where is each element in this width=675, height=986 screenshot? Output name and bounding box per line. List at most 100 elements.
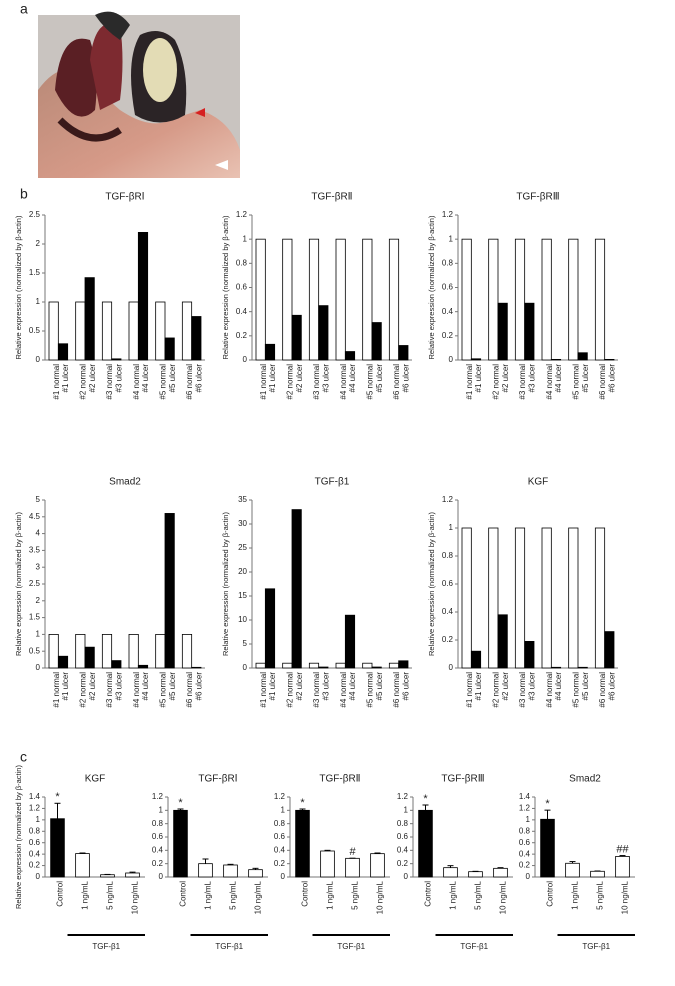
y-tick-label: 0: [449, 355, 454, 364]
x-tick-label: #1 normal: [465, 364, 474, 400]
x-tick-label: #6 ulcer: [607, 364, 616, 393]
y-tick-label: 0.2: [442, 331, 454, 340]
significance-marker: *: [178, 797, 183, 809]
bar: [223, 864, 238, 878]
significance-marker: #: [349, 846, 356, 858]
y-tick-label: 1: [526, 815, 531, 824]
x-tick-label: #3 ulcer: [321, 364, 330, 393]
y-tick-label: 0.6: [274, 832, 286, 841]
y-tick-label: 1: [449, 523, 454, 532]
x-tick-label: #3 normal: [312, 672, 321, 708]
x-tick-label: #1 ulcer: [474, 364, 483, 393]
x-tick-label: #5 normal: [571, 672, 580, 708]
x-tick-label: #3 normal: [105, 364, 114, 400]
x-tick-label: #5 ulcer: [375, 672, 384, 701]
bar: [550, 666, 562, 669]
panel-label: b: [20, 186, 28, 202]
bar: [75, 634, 86, 669]
group-label: TGF-β1: [460, 942, 488, 951]
bar: [568, 527, 579, 669]
x-tick-label: #1 ulcer: [268, 364, 277, 393]
bar: [282, 238, 293, 361]
x-tick-label: 5 ng/mL: [106, 880, 115, 909]
y-tick-label: 0.6: [519, 838, 531, 847]
y-tick-label: 0.6: [397, 832, 409, 841]
y-tick-label: 0: [449, 663, 454, 672]
x-tick-label: #4 normal: [132, 364, 141, 400]
x-tick-label: 1 ng/mL: [326, 880, 335, 909]
bar: [514, 527, 526, 669]
y-tick-label: 1.5: [29, 613, 41, 622]
x-tick-label: 10 ng/mL: [376, 880, 385, 914]
y-tick-label: 1: [449, 234, 454, 243]
x-tick-label: #5 ulcer: [375, 364, 384, 393]
y-tick-label: 2: [36, 596, 41, 605]
bar: [48, 634, 59, 669]
bar: [48, 301, 59, 361]
x-tick-label: #4 normal: [545, 364, 554, 400]
bar: [335, 238, 346, 361]
y-tick-label: 0.8: [274, 819, 286, 828]
y-tick-label: 0.6: [442, 283, 454, 292]
bar: [568, 238, 579, 361]
bar: [198, 863, 213, 878]
y-tick-label: 0.2: [442, 635, 454, 644]
bar: [577, 352, 588, 361]
bar: [101, 634, 113, 669]
y-axis-label: Relative expression (normalized by β-act…: [14, 215, 23, 359]
y-tick-label: 0.8: [29, 826, 41, 835]
bar: [594, 238, 606, 361]
bar: [371, 666, 382, 669]
chart-title: Smad2: [569, 774, 601, 785]
bar: [577, 666, 588, 669]
y-tick-label: 0.8: [152, 819, 164, 828]
x-tick-label: #6 ulcer: [607, 672, 616, 701]
y-tick-label: 1.5: [29, 268, 41, 277]
x-tick-label: 1 ng/mL: [571, 880, 580, 909]
bar: [173, 809, 188, 878]
significance-marker: *: [545, 798, 550, 810]
bar: [470, 358, 482, 361]
y-tick-label: 1: [159, 805, 164, 814]
photo: [38, 11, 240, 178]
bar: [461, 527, 472, 669]
bar: [362, 238, 373, 361]
y-tick-label: 1.2: [519, 804, 531, 813]
x-tick-label: 1 ng/mL: [449, 880, 458, 909]
bar: [318, 666, 329, 669]
bar: [84, 646, 95, 669]
x-tick-label: #5 ulcer: [168, 364, 177, 393]
x-tick-label: #4 normal: [545, 672, 554, 708]
x-tick-label: 5 ng/mL: [351, 880, 360, 909]
bar: [590, 870, 605, 878]
x-tick-label: #2 ulcer: [501, 364, 510, 393]
bar: [497, 614, 508, 669]
y-tick-label: 0.4: [397, 845, 409, 854]
y-tick-label: 0: [404, 872, 409, 881]
y-tick-label: 0: [36, 663, 41, 672]
bar: [264, 588, 276, 669]
x-tick-label: #2 normal: [78, 672, 87, 708]
x-tick-label: #4 ulcer: [348, 364, 357, 393]
bar: [57, 343, 69, 361]
y-tick-label: 1.2: [397, 792, 409, 801]
panel-label: c: [20, 749, 27, 765]
y-tick-label: 5: [243, 639, 248, 648]
chart-title: Smad2: [109, 477, 141, 488]
y-tick-label: 0.6: [236, 283, 248, 292]
significance-marker: *: [300, 797, 305, 809]
bar: [418, 809, 433, 878]
bar: [371, 322, 382, 361]
x-tick-label: #5 ulcer: [581, 364, 590, 393]
x-tick-label: #6 normal: [392, 364, 401, 400]
y-tick-label: 1.2: [236, 210, 248, 219]
y-tick-label: 1.2: [152, 792, 164, 801]
bar: [155, 301, 166, 361]
bar: [75, 853, 90, 878]
x-tick-label: #3 ulcer: [321, 672, 330, 701]
x-tick-label: #2 ulcer: [295, 364, 304, 393]
bar: [308, 238, 320, 361]
x-tick-label: #2 ulcer: [501, 672, 510, 701]
y-tick-label: 1: [36, 815, 41, 824]
